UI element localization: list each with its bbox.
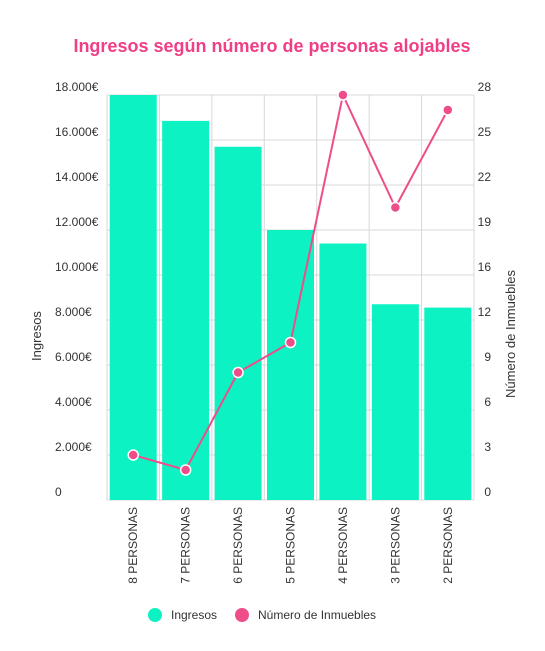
left-tick-label-0: 0 <box>55 485 62 499</box>
right-tick-label-7: 22 <box>478 170 492 184</box>
bar-6 <box>424 307 472 500</box>
left-tick-label-5: 10.000€ <box>55 260 99 274</box>
right-tick-label-1: 3 <box>484 440 491 454</box>
x-tick-label-3: 5 PERSONAS <box>284 507 298 584</box>
line-point-3 <box>284 336 297 349</box>
y-right-label: Número de Inmuebles <box>503 270 518 398</box>
bars <box>109 95 472 500</box>
bar-5 <box>371 304 419 500</box>
x-axis-ticks: 8 PERSONAS 7 PERSONAS 6 PERSONAS 5 PERSONAS… <box>126 507 455 584</box>
line-point-1 <box>179 464 192 476</box>
line-point-2 <box>232 366 244 379</box>
right-tick-label-5: 16 <box>478 260 492 274</box>
right-tick-label-9: 28 <box>478 80 492 94</box>
line-point-6 <box>442 104 454 116</box>
line-point-5 <box>389 201 402 214</box>
line-point-4 <box>337 89 349 101</box>
line-series <box>127 89 454 476</box>
legend: Ingresos Número de Inmuebles <box>148 608 376 622</box>
right-tick-label-3: 9 <box>484 350 491 364</box>
legend-label-0: Ingresos <box>171 608 217 622</box>
x-tick-label-2: 6 PERSONAS <box>231 507 245 584</box>
y-left-label: Ingresos <box>29 311 44 361</box>
legend-marker-1 <box>235 608 249 622</box>
legend-label-1: Número de Inmuebles <box>258 608 376 622</box>
line-point-0 <box>127 449 139 461</box>
left-tick-label-2: 4.000€ <box>55 395 92 409</box>
bar-0 <box>109 95 157 500</box>
bar-1 <box>162 120 210 500</box>
right-tick-label-0: 0 <box>484 485 491 499</box>
x-tick-label-0: 8 PERSONAS <box>126 507 140 584</box>
left-tick-label-7: 14.000€ <box>55 170 99 184</box>
x-tick-label-6: 2 PERSONAS <box>441 507 455 584</box>
right-tick-label-2: 6 <box>484 395 491 409</box>
chart-title: Ingresos según número de personas alojab… <box>73 36 470 56</box>
right-tick-label-8: 25 <box>478 125 492 139</box>
x-tick-label-5: 3 PERSONAS <box>388 507 402 584</box>
left-tick-label-6: 12.000€ <box>55 215 99 229</box>
right-tick-label-6: 19 <box>478 215 492 229</box>
bar-3 <box>267 230 314 500</box>
left-tick-label-8: 16.000€ <box>55 125 99 139</box>
bar-2 <box>214 146 262 500</box>
right-axis-ticks: 0 3 6 9 12 16 19 22 25 28 <box>478 80 492 499</box>
x-tick-label-1: 7 PERSONAS <box>179 507 193 584</box>
left-tick-label-9: 18.000€ <box>55 80 99 94</box>
x-tick-label-4: 4 PERSONAS <box>336 507 350 584</box>
left-tick-label-4: 8.000€ <box>55 305 92 319</box>
left-tick-label-3: 6.000€ <box>55 350 92 364</box>
bar-4 <box>319 243 367 500</box>
right-tick-label-4: 12 <box>478 305 492 319</box>
left-tick-label-1: 2.000€ <box>55 440 92 454</box>
legend-marker-0 <box>148 608 162 622</box>
left-axis-ticks: 0 2.000€ 4.000€ 6.000€ 8.000€ 10.000€ 12.000€ 1… <box>55 80 99 499</box>
